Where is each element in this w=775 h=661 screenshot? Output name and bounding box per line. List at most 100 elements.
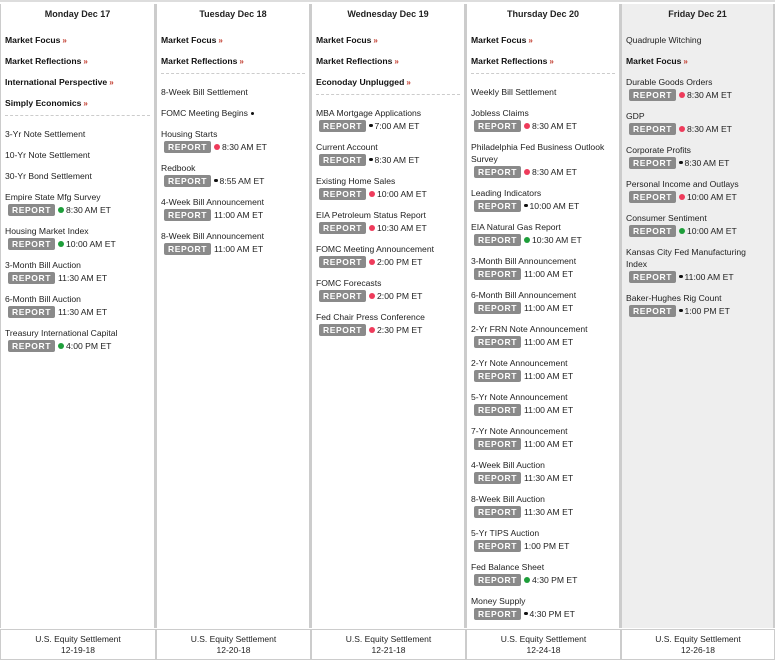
commentary-link[interactable]: Market Reflections» [5, 55, 150, 76]
event-title[interactable]: 2-Yr Note Announcement [471, 357, 615, 369]
commentary-link[interactable]: Market Focus» [626, 55, 769, 76]
report-button[interactable]: REPORT [474, 335, 522, 348]
report-button[interactable]: REPORT [474, 573, 522, 586]
commentary-link[interactable]: Simply Economics» [5, 97, 150, 118]
event-title[interactable]: 7-Yr Note Announcement [471, 425, 615, 437]
event-title[interactable]: GDP [626, 110, 769, 122]
report-button[interactable]: REPORT [319, 221, 367, 234]
dashed-divider [5, 115, 150, 116]
commentary-link[interactable]: Market Reflections» [316, 55, 460, 76]
event-title[interactable]: Corporate Profits [626, 144, 769, 156]
commentary-link[interactable]: Market Focus» [5, 34, 150, 55]
event-title[interactable]: 30-Yr Bond Settlement [5, 170, 150, 182]
report-button[interactable]: REPORT [8, 237, 56, 250]
event-title[interactable]: MBA Mortgage Applications [316, 107, 460, 119]
report-button[interactable]: REPORT [629, 224, 677, 237]
report-button[interactable]: REPORT [164, 174, 212, 187]
report-button[interactable]: REPORT [629, 156, 677, 169]
event-title[interactable]: 8-Week Bill Auction [471, 493, 615, 505]
status-dot-icon [524, 611, 528, 616]
commentary-link[interactable]: Market Reflections» [471, 55, 615, 76]
event-title[interactable]: Current Account [316, 141, 460, 153]
commentary-link[interactable]: Econoday Unplugged» [316, 76, 460, 97]
event-title[interactable]: 8-Week Bill Settlement [161, 86, 305, 98]
event-title[interactable]: Housing Starts [161, 128, 305, 140]
event-title[interactable]: Money Supply [471, 595, 615, 607]
event-title[interactable]: Empire State Mfg Survey [5, 191, 150, 203]
event-item: Personal Income and Outlays REPORT 10:00 A… [626, 178, 769, 203]
event-title[interactable]: Leading Indicators [471, 187, 615, 199]
event-title[interactable]: 6-Month Bill Announcement [471, 289, 615, 301]
event-title-text: FOMC Meeting Begins [161, 108, 248, 118]
report-button[interactable]: REPORT [474, 369, 522, 382]
event-title[interactable]: Weekly Bill Settlement [471, 86, 615, 98]
event-title[interactable]: FOMC Meeting Begins [161, 107, 305, 119]
report-button[interactable]: REPORT [474, 539, 522, 552]
report-button[interactable]: REPORT [474, 607, 522, 620]
event-title[interactable]: 10-Yr Note Settlement [5, 149, 150, 161]
event-title[interactable]: 3-Month Bill Auction [5, 259, 150, 271]
event-title[interactable]: FOMC Forecasts [316, 277, 460, 289]
event-title[interactable]: 3-Yr Note Settlement [5, 128, 150, 140]
report-button[interactable]: REPORT [629, 88, 677, 101]
report-button[interactable]: REPORT [319, 255, 367, 268]
commentary-link[interactable]: Market Focus» [161, 34, 305, 55]
report-button[interactable]: REPORT [629, 190, 677, 203]
event-title[interactable]: 5-Yr TIPS Auction [471, 527, 615, 539]
report-button[interactable]: REPORT [8, 305, 56, 318]
commentary-link[interactable]: Market Reflections» [161, 55, 305, 76]
event-title[interactable]: 3-Month Bill Announcement [471, 255, 615, 267]
report-button[interactable]: REPORT [8, 271, 56, 284]
report-button[interactable]: REPORT [319, 153, 367, 166]
event-title[interactable]: 8-Week Bill Announcement [161, 230, 305, 242]
event-title[interactable]: Fed Chair Press Conference [316, 311, 460, 323]
commentary-link[interactable]: International Perspective» [5, 76, 150, 97]
report-button[interactable]: REPORT [629, 304, 677, 317]
report-button[interactable]: REPORT [319, 119, 367, 132]
event-item: 8-Week Bill Settlement [161, 86, 305, 98]
report-button[interactable]: REPORT [474, 233, 522, 246]
double-chevron-right-icon: » [83, 99, 88, 108]
report-button[interactable]: REPORT [629, 122, 677, 135]
report-button[interactable]: REPORT [319, 187, 367, 200]
event-title[interactable]: Philadelphia Fed Business Outlook Survey [471, 141, 615, 165]
report-button[interactable]: REPORT [474, 505, 522, 518]
event-title[interactable]: Personal Income and Outlays [626, 178, 769, 190]
event-title[interactable]: EIA Natural Gas Report [471, 221, 615, 233]
event-title[interactable]: Consumer Sentiment [626, 212, 769, 224]
commentary-link[interactable]: Market Focus» [471, 34, 615, 55]
event-title[interactable]: Fed Balance Sheet [471, 561, 615, 573]
report-button[interactable]: REPORT [474, 199, 522, 212]
report-button[interactable]: REPORT [164, 242, 212, 255]
event-title[interactable]: 6-Month Bill Auction [5, 293, 150, 305]
event-title[interactable]: Baker-Hughes Rig Count [626, 292, 769, 304]
report-button[interactable]: REPORT [8, 203, 56, 216]
report-button[interactable]: REPORT [474, 437, 522, 450]
report-button[interactable]: REPORT [474, 165, 522, 178]
event-title[interactable]: 4-Week Bill Auction [471, 459, 615, 471]
report-button[interactable]: REPORT [8, 339, 56, 352]
report-button[interactable]: REPORT [319, 289, 367, 302]
event-title[interactable]: Housing Market Index [5, 225, 150, 237]
report-button[interactable]: REPORT [629, 270, 677, 283]
event-title[interactable]: Existing Home Sales [316, 175, 460, 187]
report-button[interactable]: REPORT [164, 140, 212, 153]
event-title[interactable]: Jobless Claims [471, 107, 615, 119]
report-button[interactable]: REPORT [474, 301, 522, 314]
event-title[interactable]: Treasury International Capital [5, 327, 150, 339]
report-button[interactable]: REPORT [319, 323, 367, 336]
event-title[interactable]: Durable Goods Orders [626, 76, 769, 88]
report-button[interactable]: REPORT [474, 471, 522, 484]
event-title[interactable]: EIA Petroleum Status Report [316, 209, 460, 221]
report-button[interactable]: REPORT [164, 208, 212, 221]
event-title[interactable]: 4-Week Bill Announcement [161, 196, 305, 208]
event-title[interactable]: Redbook [161, 162, 305, 174]
event-title[interactable]: 2-Yr FRN Note Announcement [471, 323, 615, 335]
event-title[interactable]: Kansas City Fed Manufacturing Index [626, 246, 769, 270]
report-button[interactable]: REPORT [474, 403, 522, 416]
event-title[interactable]: 5-Yr Note Announcement [471, 391, 615, 403]
report-button[interactable]: REPORT [474, 119, 522, 132]
report-button[interactable]: REPORT [474, 267, 522, 280]
event-title[interactable]: FOMC Meeting Announcement [316, 243, 460, 255]
commentary-link[interactable]: Market Focus» [316, 34, 460, 55]
